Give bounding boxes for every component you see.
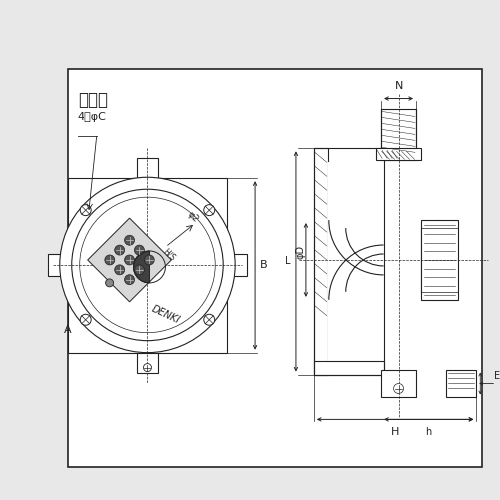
Circle shape	[204, 204, 214, 216]
Circle shape	[114, 265, 124, 275]
Text: E: E	[494, 370, 500, 380]
Bar	[376, 148, 421, 160]
Text: A: A	[64, 324, 72, 334]
Circle shape	[124, 274, 134, 284]
Circle shape	[394, 384, 404, 394]
Bar	[422, 228, 459, 292]
Circle shape	[60, 178, 235, 352]
Circle shape	[134, 245, 144, 255]
Text: N: N	[394, 80, 403, 90]
Bar	[328, 162, 382, 360]
Circle shape	[124, 236, 134, 245]
Bar	[314, 360, 384, 374]
Bar	[68, 178, 227, 352]
Circle shape	[144, 255, 154, 265]
Circle shape	[134, 265, 144, 275]
Text: 4－φC: 4－φC	[78, 112, 106, 122]
Text: φ2: φ2	[185, 210, 200, 224]
Text: H/S: H/S	[162, 247, 177, 263]
Bar	[314, 148, 384, 374]
Text: B: B	[260, 260, 268, 270]
Bar	[381, 108, 416, 160]
Text: 寸法図: 寸法図	[78, 90, 108, 108]
Bar	[446, 370, 476, 398]
Circle shape	[105, 255, 115, 265]
Bar	[48, 254, 68, 276]
Text: DENKI: DENKI	[150, 304, 181, 326]
Bar	[314, 148, 328, 374]
Circle shape	[204, 314, 214, 325]
Bar	[136, 158, 158, 178]
Bar	[227, 254, 247, 276]
Circle shape	[80, 204, 91, 216]
Text: H: H	[391, 428, 400, 438]
Bar	[381, 370, 416, 398]
Wedge shape	[134, 251, 150, 283]
Circle shape	[106, 279, 114, 287]
Bar	[136, 352, 158, 372]
Circle shape	[80, 314, 91, 325]
Circle shape	[124, 255, 134, 265]
Bar	[422, 220, 459, 300]
Text: h: h	[426, 428, 432, 438]
Circle shape	[114, 245, 124, 255]
Text: φD: φD	[296, 245, 306, 259]
Circle shape	[144, 364, 152, 372]
Text: L: L	[286, 256, 291, 266]
Bar	[68, 68, 482, 467]
Polygon shape	[88, 218, 172, 302]
